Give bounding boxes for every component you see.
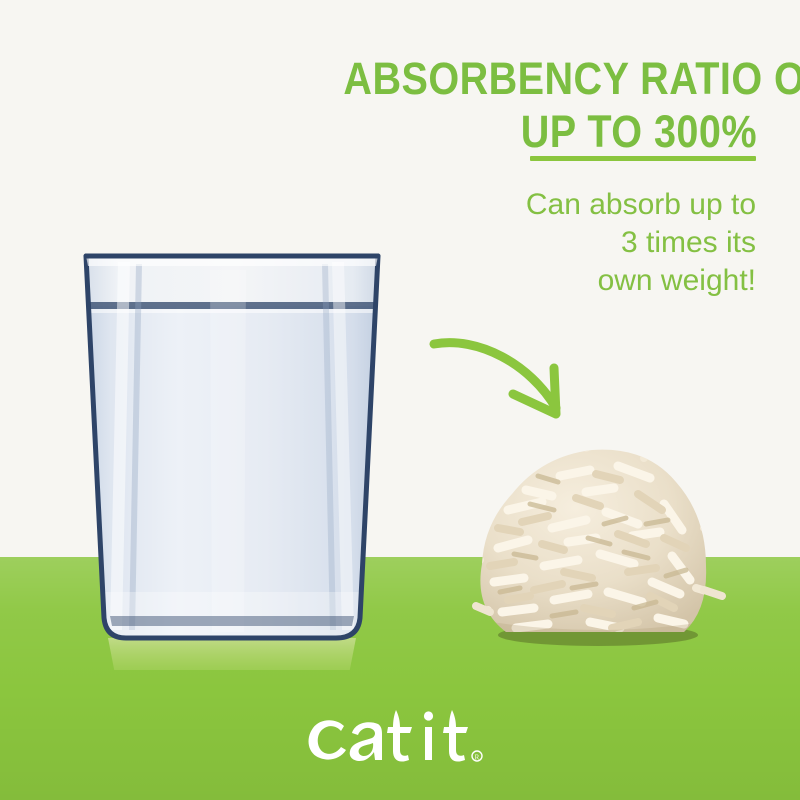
catit-wordmark-icon: R bbox=[308, 710, 483, 762]
headline-line-1: Absorbency ratio of bbox=[343, 53, 800, 104]
registered-trademark-icon: R bbox=[471, 750, 483, 762]
headline-underline-rule bbox=[530, 156, 756, 161]
glass-reflection bbox=[108, 638, 356, 721]
subheadline-line-2: 3 times its bbox=[620, 226, 756, 259]
subheadline-line-3: own weight! bbox=[597, 264, 756, 297]
glass-of-water-image bbox=[60, 240, 405, 721]
subheadline-line-1: Can absorb up to bbox=[525, 188, 756, 221]
catit-logo: R bbox=[0, 700, 800, 770]
svg-text:R: R bbox=[475, 753, 480, 761]
headline: Absorbency ratio of up to 300% bbox=[343, 52, 800, 158]
clumped-litter-image bbox=[468, 432, 728, 647]
curved-arrow-icon bbox=[420, 296, 620, 436]
subheadline: Can absorb up to 3 times its own weight! bbox=[336, 186, 756, 300]
headline-line-2: up to 300% bbox=[520, 106, 757, 157]
